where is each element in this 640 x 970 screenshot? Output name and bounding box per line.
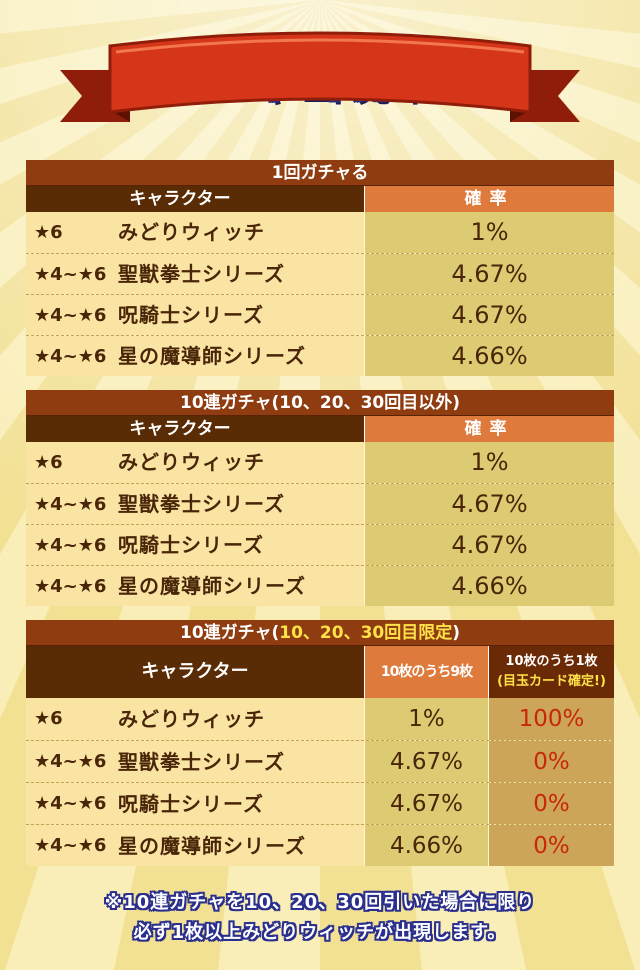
rate-one-value: 0% <box>488 783 614 824</box>
rate-nine-value: 4.66% <box>364 825 488 866</box>
column-nine-of-ten: 10枚のうち9枚 <box>364 646 488 698</box>
rarity-label: ★6 <box>34 452 63 473</box>
rate-value: 4.67% <box>364 254 614 294</box>
table-header: キャラクター 確率 <box>26 186 614 212</box>
rarity-label: ★6 <box>34 222 63 243</box>
table-row: ★4~★6 呪騎士シリーズ 4.67% <box>26 294 614 335</box>
rarity-label: ★4~★6 <box>34 793 107 814</box>
rate-value: 4.67% <box>364 295 614 335</box>
ribbon-left-fold <box>110 110 130 122</box>
character-name: 星の魔導師シリーズ <box>118 574 306 598</box>
column-one-of-ten: 10枚のうち1枚 (目玉カード確定!) <box>488 646 614 698</box>
column-one-of-ten-label: 10枚のうち1枚 <box>505 654 598 669</box>
section-title-prefix: 10連ガチャ( <box>179 623 280 643</box>
table-header: キャラクター 10枚のうち9枚 10枚のうち1枚 (目玉カード確定!) <box>26 646 614 698</box>
character-name: 呪騎士シリーズ <box>118 792 264 816</box>
table-row: ★4~★6 聖獣拳士シリーズ 4.67% <box>26 253 614 294</box>
character-name: 星の魔導師シリーズ <box>118 834 306 858</box>
table-header: キャラクター 確率 <box>26 416 614 442</box>
column-rate: 確率 <box>364 416 614 442</box>
table-row: ★6 みどりウィッチ 1% <box>26 442 614 483</box>
table-body: ★6 みどりウィッチ 1% 100% ★4~★6 聖獣拳士シリーズ 4.67% 0%… <box>26 698 614 866</box>
column-character: キャラクター <box>26 416 364 442</box>
character-name: みどりウィッチ <box>118 450 265 474</box>
table-body: ★6 みどりウィッチ 1% ★4~★6 聖獣拳士シリーズ 4.67% ★4~★6 呪騎… <box>26 212 614 376</box>
rarity-label: ★4~★6 <box>34 751 107 772</box>
rarity-label: ★4~★6 <box>34 494 107 515</box>
footnote-line-1: ※10連ガチャを10、20、30回引いた場合に限り <box>104 892 536 913</box>
ribbon-body <box>108 31 532 114</box>
rarity-label: ★4~★6 <box>34 835 107 856</box>
rarity-label: ★4~★6 <box>34 305 107 326</box>
rarity-label: ★4~★6 <box>34 576 107 597</box>
rarity-label: ★6 <box>34 708 63 729</box>
rate-value: 4.66% <box>364 336 614 376</box>
character-name: みどりウィッチ <box>118 707 265 731</box>
rate-nine-value: 4.67% <box>364 783 488 824</box>
table-row: ★4~★6 星の魔導師シリーズ 4.66% 0% <box>26 824 614 866</box>
character-name: 星の魔導師シリーズ <box>118 344 306 368</box>
section-ten-gacha-limited: 10連ガチャ(10、20、30回目限定) キャラクター 10枚のうち9枚 10枚… <box>26 620 614 866</box>
column-character: キャラクター <box>26 186 364 212</box>
section-title: 10連ガチャ(10、20、30回目以外) <box>26 390 614 416</box>
character-name: 呪騎士シリーズ <box>118 303 264 327</box>
character-name: 聖獣拳士シリーズ <box>118 262 285 286</box>
table-row: ★6 みどりウィッチ 1% 100% <box>26 698 614 740</box>
rate-one-value: 0% <box>488 741 614 782</box>
table-row: ★4~★6 呪騎士シリーズ 4.67% 0% <box>26 782 614 824</box>
table-row: ★4~★6 星の魔導師シリーズ 4.66% <box>26 565 614 606</box>
character-name: 聖獣拳士シリーズ <box>118 492 285 516</box>
table-row: ★4~★6 星の魔導師シリーズ 4.66% <box>26 335 614 376</box>
table-row: ★6 みどりウィッチ 1% <box>26 212 614 253</box>
column-character: キャラクター <box>26 646 364 698</box>
section-single-gacha: 1回ガチャる キャラクター 確率 ★6 みどりウィッチ 1% ★4~★6 聖獣拳士シ… <box>26 160 614 376</box>
table-row: ★4~★6 呪騎士シリーズ 4.67% <box>26 524 614 565</box>
rarity-label: ★4~★6 <box>34 264 107 285</box>
footnote-line-2: 必ず1枚以上みどりウィッチが出現します。 <box>133 922 507 943</box>
rarity-label: ★4~★6 <box>34 535 107 556</box>
character-name: 呪騎士シリーズ <box>118 533 264 557</box>
table-row: ★4~★6 聖獣拳士シリーズ 4.67% <box>26 483 614 524</box>
rate-value: 4.66% <box>364 566 614 606</box>
footnote: ※10連ガチャを10、20、30回引いた場合に限り 必ず1枚以上みどりウィッチが… <box>0 888 640 948</box>
table-body: ★6 みどりウィッチ 1% ★4~★6 聖獣拳士シリーズ 4.67% ★4~★6 呪騎… <box>26 442 614 606</box>
rate-one-value: 0% <box>488 825 614 866</box>
section-title-highlight: 10、20、30回目限定 <box>279 623 453 643</box>
rate-nine-value: 1% <box>364 698 488 740</box>
rate-value: 4.67% <box>364 484 614 524</box>
character-name: みどりウィッチ <box>118 220 265 244</box>
ribbon-highlight <box>115 38 525 54</box>
section-title: 10連ガチャ(10、20、30回目限定) <box>26 620 614 646</box>
rarity-label: ★4~★6 <box>34 346 107 367</box>
rate-value: 1% <box>364 442 614 483</box>
rate-one-value: 100% <box>488 698 614 740</box>
title-ribbon <box>60 31 580 122</box>
rate-value: 1% <box>364 212 614 253</box>
ribbon-right-fold <box>510 110 530 122</box>
column-one-of-ten-note: (目玉カード確定!) <box>497 674 606 689</box>
character-name: 聖獣拳士シリーズ <box>118 750 285 774</box>
section-ten-gacha: 10連ガチャ(10、20、30回目以外) キャラクター 確率 ★6 みどりウィッチ… <box>26 390 614 606</box>
rate-nine-value: 4.67% <box>364 741 488 782</box>
section-title-suffix: ) <box>452 623 461 643</box>
rate-value: 4.67% <box>364 525 614 565</box>
column-rate: 確率 <box>364 186 614 212</box>
section-title: 1回ガチャる <box>26 160 614 186</box>
table-row: ★4~★6 聖獣拳士シリーズ 4.67% 0% <box>26 740 614 782</box>
